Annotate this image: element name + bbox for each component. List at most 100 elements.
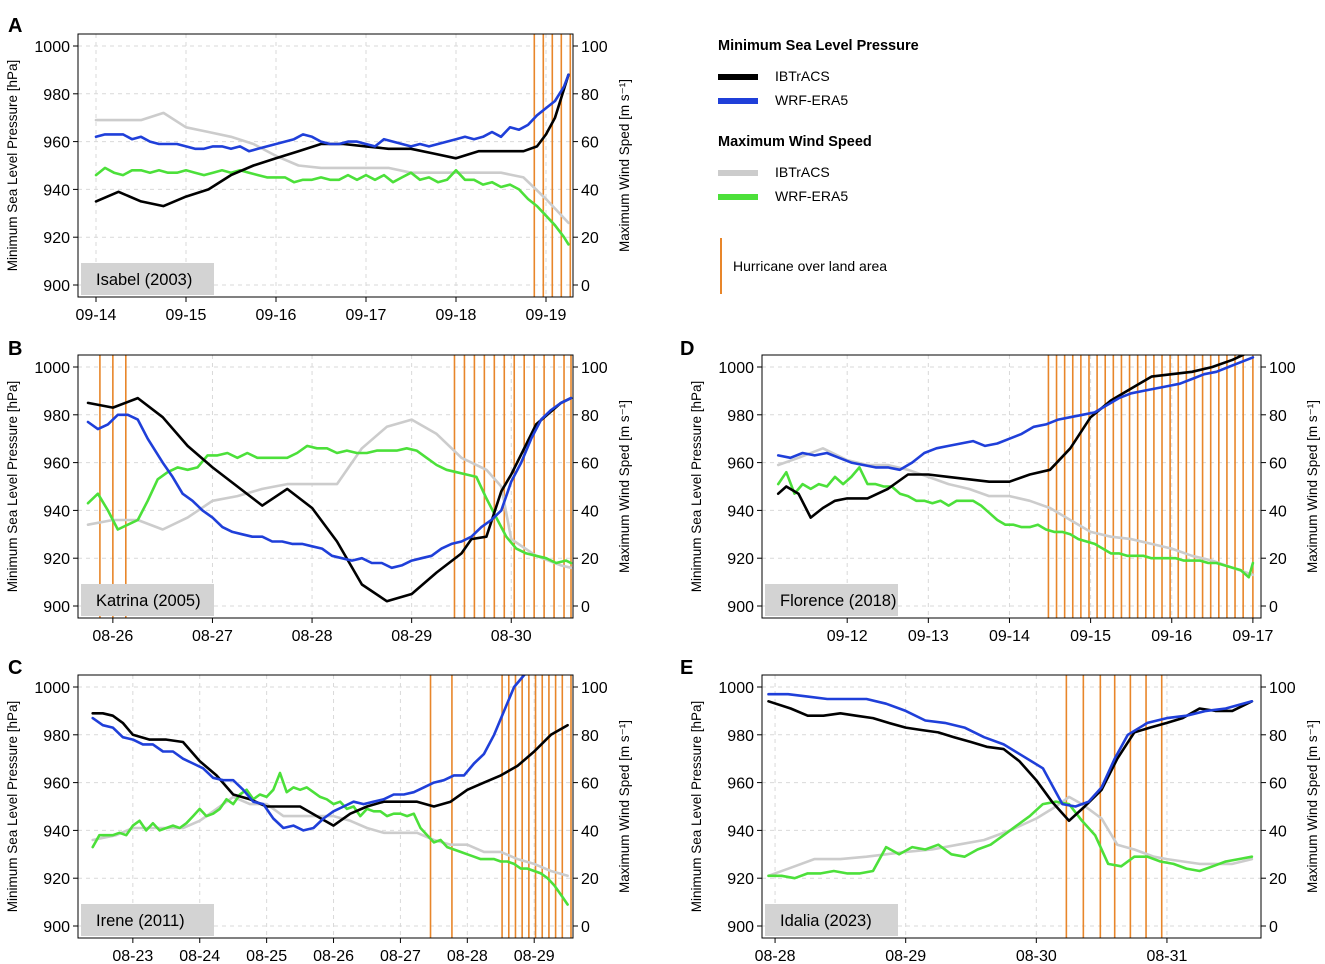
x-tick-label: 08-30 (491, 628, 532, 645)
y-axis-label: Minimum Sea Level Pressure [hPa] (689, 381, 704, 593)
y2-tick-label: 80 (1269, 728, 1287, 745)
y2-tick-label: 0 (581, 599, 590, 616)
plot-frame (77, 674, 574, 939)
x-tick-label: 09-15 (1070, 628, 1111, 645)
y2-tick-label: 100 (1269, 680, 1296, 697)
y-tick-label: 1000 (34, 39, 70, 56)
series-line-wrf-pressure (86, 396, 573, 570)
series-line-wrf-pressure (767, 692, 1254, 808)
x-tick-label: 08-28 (292, 628, 333, 645)
y-tick-label: 940 (43, 182, 70, 199)
series-line-ibtracs-pressure (776, 355, 1246, 519)
y-tick-label: 960 (43, 456, 70, 473)
y2-tick-label: 0 (1269, 919, 1278, 936)
legend-label-ibtracs-pressure: IBTrACS (775, 68, 830, 84)
series-line-ibtracs-wind (94, 111, 570, 225)
y-tick-label: 1000 (718, 360, 754, 377)
y2-axis-label: Maximum Wind Sped [m s⁻¹] (1305, 720, 1320, 893)
panel-d: D 900 920 940 960 980 1000 0 20 40 60 80 100 09-12 09-… (680, 338, 1320, 645)
x-tick-label: 08-27 (380, 948, 421, 964)
series-line-ibtracs-pressure (94, 73, 570, 208)
panel-letter-c: C (8, 657, 22, 679)
y-axis-label: Minimum Sea Level Pressure [hPa] (689, 701, 704, 913)
x-tick-label: 09-13 (908, 628, 949, 645)
y2-tick-label: 60 (581, 776, 599, 793)
y-tick-label: 940 (43, 823, 70, 840)
y-tick-label: 1000 (34, 360, 70, 377)
y-tick-label: 920 (43, 551, 70, 568)
x-tick-label: 08-29 (514, 948, 555, 964)
y-tick-label: 900 (727, 919, 754, 936)
y-tick-label: 940 (727, 823, 754, 840)
storm-label: Idalia (2023) (780, 912, 872, 930)
y2-tick-label: 60 (581, 456, 599, 473)
y2-tick-label: 0 (1269, 599, 1278, 616)
legend-swatch-wrf-wind (718, 194, 758, 200)
y2-tick-label: 20 (581, 871, 599, 888)
storm-label-box (81, 904, 214, 936)
legend-swatch-ibtracs-pressure (718, 74, 758, 80)
panel-letter-b: B (8, 338, 22, 360)
legend-swatch-wrf-pressure (718, 98, 758, 104)
x-tick-label: 08-23 (112, 948, 153, 964)
x-tick-label: 08-30 (1016, 948, 1057, 964)
storm-label-box (765, 584, 898, 616)
storm-label-box (81, 263, 214, 295)
y-tick-label: 960 (727, 456, 754, 473)
legend-pressure-title: Minimum Sea Level Pressure (718, 38, 919, 54)
series-line-wrf-wind (94, 166, 570, 246)
plot-frame (77, 354, 574, 619)
x-tick-label: 09-15 (166, 307, 207, 324)
series-line-ibtracs-pressure (86, 396, 573, 603)
series-line-ibtracs-wind (91, 795, 569, 878)
y2-axis-label: Maximum Wind Sped [m s⁻¹] (617, 720, 632, 893)
y-tick-label: 900 (43, 278, 70, 295)
series-line-ibtracs-pressure (767, 700, 1254, 823)
storm-label-box (81, 584, 214, 616)
plot-frame (761, 354, 1262, 619)
y2-tick-label: 100 (1269, 360, 1296, 377)
storm-label-box (765, 904, 898, 936)
series-line-ibtracs-wind (776, 447, 1255, 577)
legend: Minimum Sea Level Pressure IBTrACS WRF-E… (700, 30, 1020, 310)
y-axis-label: Minimum Sea Level Pressure [hPa] (5, 701, 20, 913)
series-line-wrf-pressure (94, 73, 570, 153)
y-tick-label: 960 (43, 776, 70, 793)
y2-tick-label: 20 (581, 551, 599, 568)
y2-tick-label: 60 (1269, 456, 1287, 473)
x-tick-label: 08-26 (313, 948, 354, 964)
y2-tick-label: 80 (1269, 408, 1287, 425)
legend-swatch-landfall (720, 238, 722, 294)
panel-b: B 900 920 940 960 980 1000 0 20 40 60 80 100 08-26 08-… (5, 338, 632, 645)
series-line-wrf-wind (86, 444, 573, 565)
series-line-wrf-pressure (91, 675, 527, 832)
y-tick-label: 960 (727, 776, 754, 793)
y-tick-label: 960 (43, 135, 70, 152)
y2-tick-label: 20 (1269, 551, 1287, 568)
x-tick-label: 08-29 (391, 628, 432, 645)
y-tick-label: 1000 (34, 680, 70, 697)
legend-label-landfall: Hurricane over land area (733, 258, 888, 274)
x-tick-label: 09-16 (1151, 628, 1192, 645)
x-tick-label: 09-14 (989, 628, 1030, 645)
y-tick-label: 900 (727, 599, 754, 616)
x-tick-label: 08-27 (192, 628, 233, 645)
x-tick-label: 08-31 (1146, 948, 1187, 964)
y-tick-label: 920 (727, 871, 754, 888)
x-tick-label: 09-14 (76, 307, 117, 324)
panel-c: C 900 920 940 960 980 1000 0 20 40 60 80 100 08-23 08-… (5, 657, 632, 964)
y2-tick-label: 0 (581, 919, 590, 936)
y-tick-label: 920 (43, 230, 70, 247)
y2-tick-label: 100 (581, 39, 608, 56)
y-tick-label: 920 (727, 551, 754, 568)
plot-frame (77, 33, 574, 298)
series-line-wrf-wind (91, 771, 569, 906)
x-tick-label: 09-16 (256, 307, 297, 324)
x-tick-label: 08-25 (246, 948, 287, 964)
x-tick-label: 09-18 (436, 307, 477, 324)
y2-tick-label: 40 (581, 823, 599, 840)
y2-tick-label: 60 (581, 135, 599, 152)
series-line-wrf-pressure (776, 356, 1255, 472)
